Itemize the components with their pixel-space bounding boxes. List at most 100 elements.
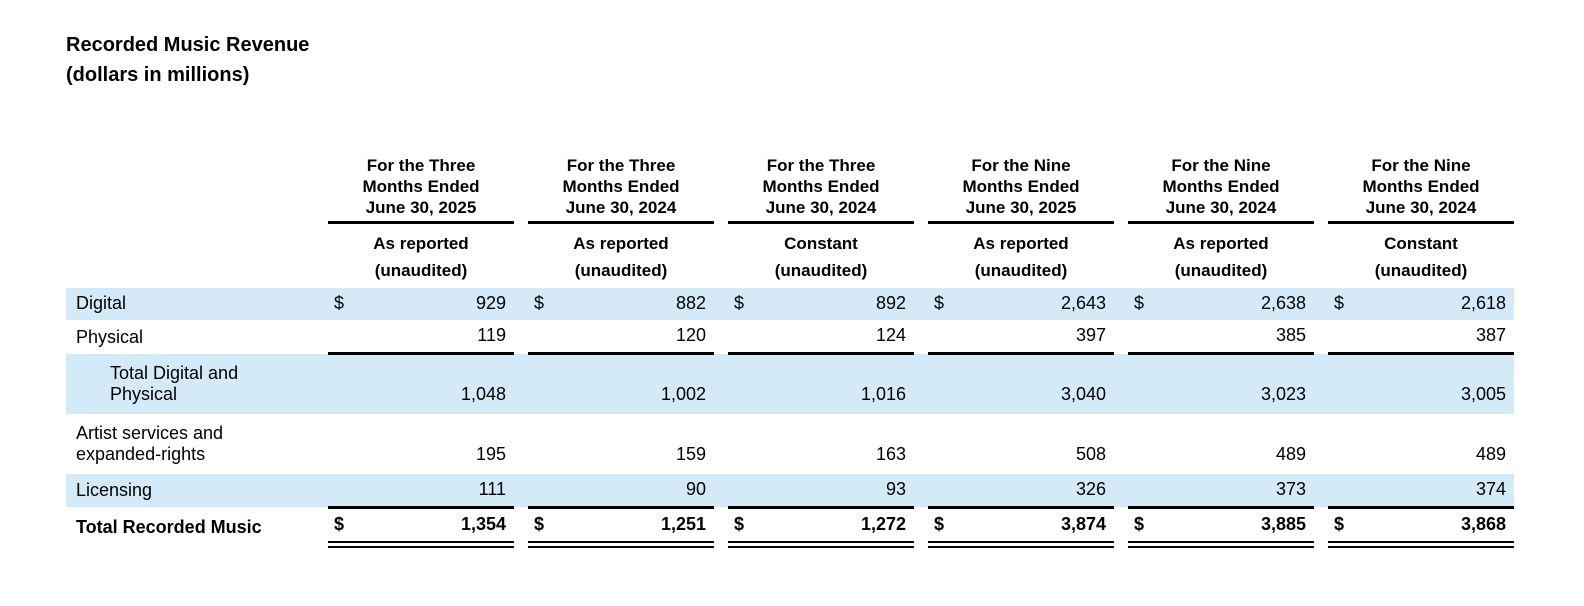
column-gap bbox=[514, 473, 528, 507]
column-gap bbox=[514, 223, 528, 255]
column-note-header: (unaudited) bbox=[974, 261, 1068, 280]
dollar-sign: $ bbox=[1334, 513, 1345, 534]
table-row: Licensing 111 90 93 326 373 374 bbox=[66, 473, 1514, 509]
value-cell: $2,638 bbox=[1128, 288, 1314, 320]
column-period-header: For the Nine Months Ended June 30, 2024 bbox=[1328, 155, 1514, 224]
column-period-header: For the Nine Months Ended June 30, 2025 bbox=[928, 155, 1114, 224]
column-gap bbox=[1314, 353, 1328, 414]
column-gap bbox=[1314, 414, 1328, 474]
column-gap bbox=[1114, 473, 1128, 507]
cell-value: 3,005 bbox=[1460, 383, 1506, 404]
column-gap bbox=[1114, 414, 1128, 474]
value-cell: $1,272 bbox=[728, 507, 914, 548]
cell-value: 489 bbox=[1275, 443, 1306, 464]
value-cell: 1,002 bbox=[528, 353, 714, 414]
dollar-sign: $ bbox=[734, 293, 745, 313]
cell-value: 387 bbox=[1475, 325, 1506, 345]
cell-value: 2,643 bbox=[1060, 293, 1106, 313]
value-cell: $1,354 bbox=[328, 507, 514, 548]
cell-value: 195 bbox=[475, 443, 506, 464]
cell-value: 3,040 bbox=[1060, 383, 1106, 404]
cell-value: 374 bbox=[1475, 478, 1506, 499]
dollar-sign: $ bbox=[1134, 513, 1145, 534]
column-gap bbox=[514, 414, 528, 474]
value-cell: $892 bbox=[728, 288, 914, 320]
value-cell: $882 bbox=[528, 288, 714, 320]
value-cell: 93 bbox=[728, 473, 914, 509]
cell-value: 892 bbox=[875, 293, 906, 313]
header-basis-row: As reported As reported Constant As reporte… bbox=[66, 223, 1514, 255]
dollar-sign: $ bbox=[334, 513, 345, 534]
column-gap bbox=[514, 353, 528, 414]
value-cell: 3,005 bbox=[1328, 353, 1514, 414]
column-gap bbox=[1114, 254, 1128, 288]
value-cell: 374 bbox=[1328, 473, 1514, 509]
cell-value: 373 bbox=[1275, 478, 1306, 499]
cell-value: 119 bbox=[477, 325, 506, 345]
column-gap bbox=[1114, 223, 1128, 255]
row-label: Artist services and expanded-rights bbox=[76, 422, 224, 464]
column-gap bbox=[1114, 288, 1128, 320]
page-title: Recorded Music Revenue bbox=[66, 34, 310, 56]
dollar-sign: $ bbox=[334, 293, 345, 313]
cell-value: 120 bbox=[675, 325, 706, 345]
column-gap bbox=[1314, 254, 1328, 288]
cell-value: 2,618 bbox=[1460, 293, 1506, 313]
cell-value: 111 bbox=[478, 478, 506, 499]
column-gap bbox=[1314, 288, 1328, 320]
column-gap bbox=[914, 507, 928, 544]
cell-value: 929 bbox=[475, 293, 506, 313]
dollar-sign: $ bbox=[1134, 293, 1145, 313]
column-basis-header: Constant bbox=[784, 234, 858, 253]
header-note-row: (unaudited) (unaudited) (unaudited) (unaudi… bbox=[66, 254, 1514, 288]
column-period-header: For the Three Months Ended June 30, 2024 bbox=[528, 155, 714, 224]
value-cell: $3,885 bbox=[1128, 507, 1314, 548]
header-period-row: For the Three Months Ended June 30, 2025 Fo… bbox=[66, 155, 1514, 224]
column-gap bbox=[914, 320, 928, 354]
cell-value: 326 bbox=[1075, 478, 1106, 499]
cell-value: 489 bbox=[1475, 443, 1506, 464]
column-gap bbox=[714, 414, 728, 474]
cell-value: 1,048 bbox=[460, 383, 506, 404]
column-gap bbox=[1314, 223, 1328, 255]
value-cell: 195 bbox=[328, 414, 514, 474]
value-cell: $1,251 bbox=[528, 507, 714, 548]
cell-value: 1,272 bbox=[860, 513, 906, 534]
table-row: Total Digital and Physical 1,048 1,002 1,016… bbox=[66, 353, 1514, 414]
value-cell: 397 bbox=[928, 320, 1114, 355]
value-cell: 3,023 bbox=[1128, 353, 1314, 414]
header-spacer bbox=[66, 254, 328, 288]
column-period-header: For the Three Months Ended June 30, 2024 bbox=[728, 155, 914, 224]
column-gap bbox=[714, 288, 728, 320]
column-gap bbox=[914, 473, 928, 507]
value-cell: 326 bbox=[928, 473, 1114, 509]
cell-value: 163 bbox=[875, 443, 906, 464]
column-basis-header: As reported bbox=[373, 234, 469, 253]
value-cell: $3,874 bbox=[928, 507, 1114, 548]
cell-value: 124 bbox=[875, 325, 906, 345]
value-cell: $3,868 bbox=[1328, 507, 1514, 548]
cell-value: 508 bbox=[1075, 443, 1106, 464]
dollar-sign: $ bbox=[734, 513, 745, 534]
column-basis-header: As reported bbox=[973, 234, 1069, 253]
column-period-header: For the Three Months Ended June 30, 2025 bbox=[328, 155, 514, 224]
dollar-sign: $ bbox=[534, 513, 545, 534]
value-cell: 489 bbox=[1128, 414, 1314, 474]
value-cell: 111 bbox=[328, 473, 514, 509]
column-gap bbox=[714, 155, 728, 223]
cell-value: 385 bbox=[1275, 325, 1306, 345]
page: Recorded Music Revenue (dollars in milli… bbox=[66, 34, 1514, 548]
value-cell: 163 bbox=[728, 414, 914, 474]
value-cell: 1,016 bbox=[728, 353, 914, 414]
column-gap bbox=[514, 320, 528, 354]
value-cell: 90 bbox=[528, 473, 714, 509]
value-cell: 373 bbox=[1128, 473, 1314, 509]
column-gap bbox=[714, 473, 728, 507]
column-gap bbox=[1314, 320, 1328, 354]
column-basis-header: Constant bbox=[1384, 234, 1458, 253]
cell-value: 159 bbox=[675, 443, 706, 464]
column-gap bbox=[514, 155, 528, 223]
cell-value: 1,016 bbox=[860, 383, 906, 404]
row-label: Total Digital and Physical bbox=[66, 353, 328, 414]
column-gap bbox=[1114, 320, 1128, 354]
